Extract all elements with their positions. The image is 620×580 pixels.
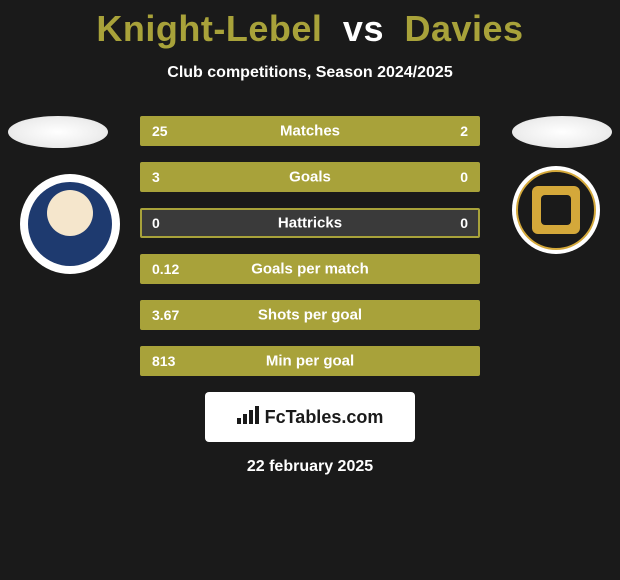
stat-value-left: 25: [152, 123, 168, 139]
player1-avatar-placeholder: [8, 116, 108, 148]
player2-name: Davies: [404, 8, 523, 49]
stat-row: Goals3 0: [140, 162, 480, 192]
player1-name: Knight-Lebel: [96, 8, 322, 49]
stat-value-left: 3.67: [152, 307, 179, 323]
comparison-title: Knight-Lebel vs Davies: [0, 0, 620, 50]
stat-row: Shots per goal3.67: [140, 300, 480, 330]
stat-row: Min per goal813: [140, 346, 480, 376]
vs-text: vs: [343, 8, 384, 49]
stat-row: Hattricks0 0: [140, 208, 480, 238]
stat-value-left: 0: [152, 215, 160, 231]
stat-row: Goals per match0.12: [140, 254, 480, 284]
stat-label: Goals: [142, 169, 478, 186]
footer-logo-text: FcTables.com: [265, 407, 384, 428]
player1-club-logo: [20, 174, 120, 274]
stat-label: Min per goal: [142, 353, 478, 370]
stat-value-right: 0: [460, 169, 468, 185]
footer-date: 22 february 2025: [0, 458, 620, 476]
stat-value-right: 0: [460, 215, 468, 231]
stat-bars-container: Matches252Goals30Hattricks00Goals per ma…: [140, 116, 480, 376]
main-layout: Matches252Goals30Hattricks00Goals per ma…: [0, 116, 620, 376]
player2-avatar-placeholder: [512, 116, 612, 148]
stat-value-right: 2: [460, 123, 468, 139]
stat-label: Hattricks: [142, 215, 478, 232]
stat-label: Matches: [142, 123, 478, 140]
player2-club-logo: [512, 166, 600, 254]
stat-row: Matches25 2: [140, 116, 480, 146]
stat-value-left: 813: [152, 353, 175, 369]
stat-label: Goals per match: [142, 261, 478, 278]
stat-label: Shots per goal: [142, 307, 478, 324]
stat-value-left: 0.12: [152, 261, 179, 277]
subtitle-text: Club competitions, Season 2024/2025: [0, 64, 620, 82]
chart-icon: [237, 406, 259, 429]
stat-value-left: 3: [152, 169, 160, 185]
fctables-logo: FcTables.com: [205, 392, 415, 442]
